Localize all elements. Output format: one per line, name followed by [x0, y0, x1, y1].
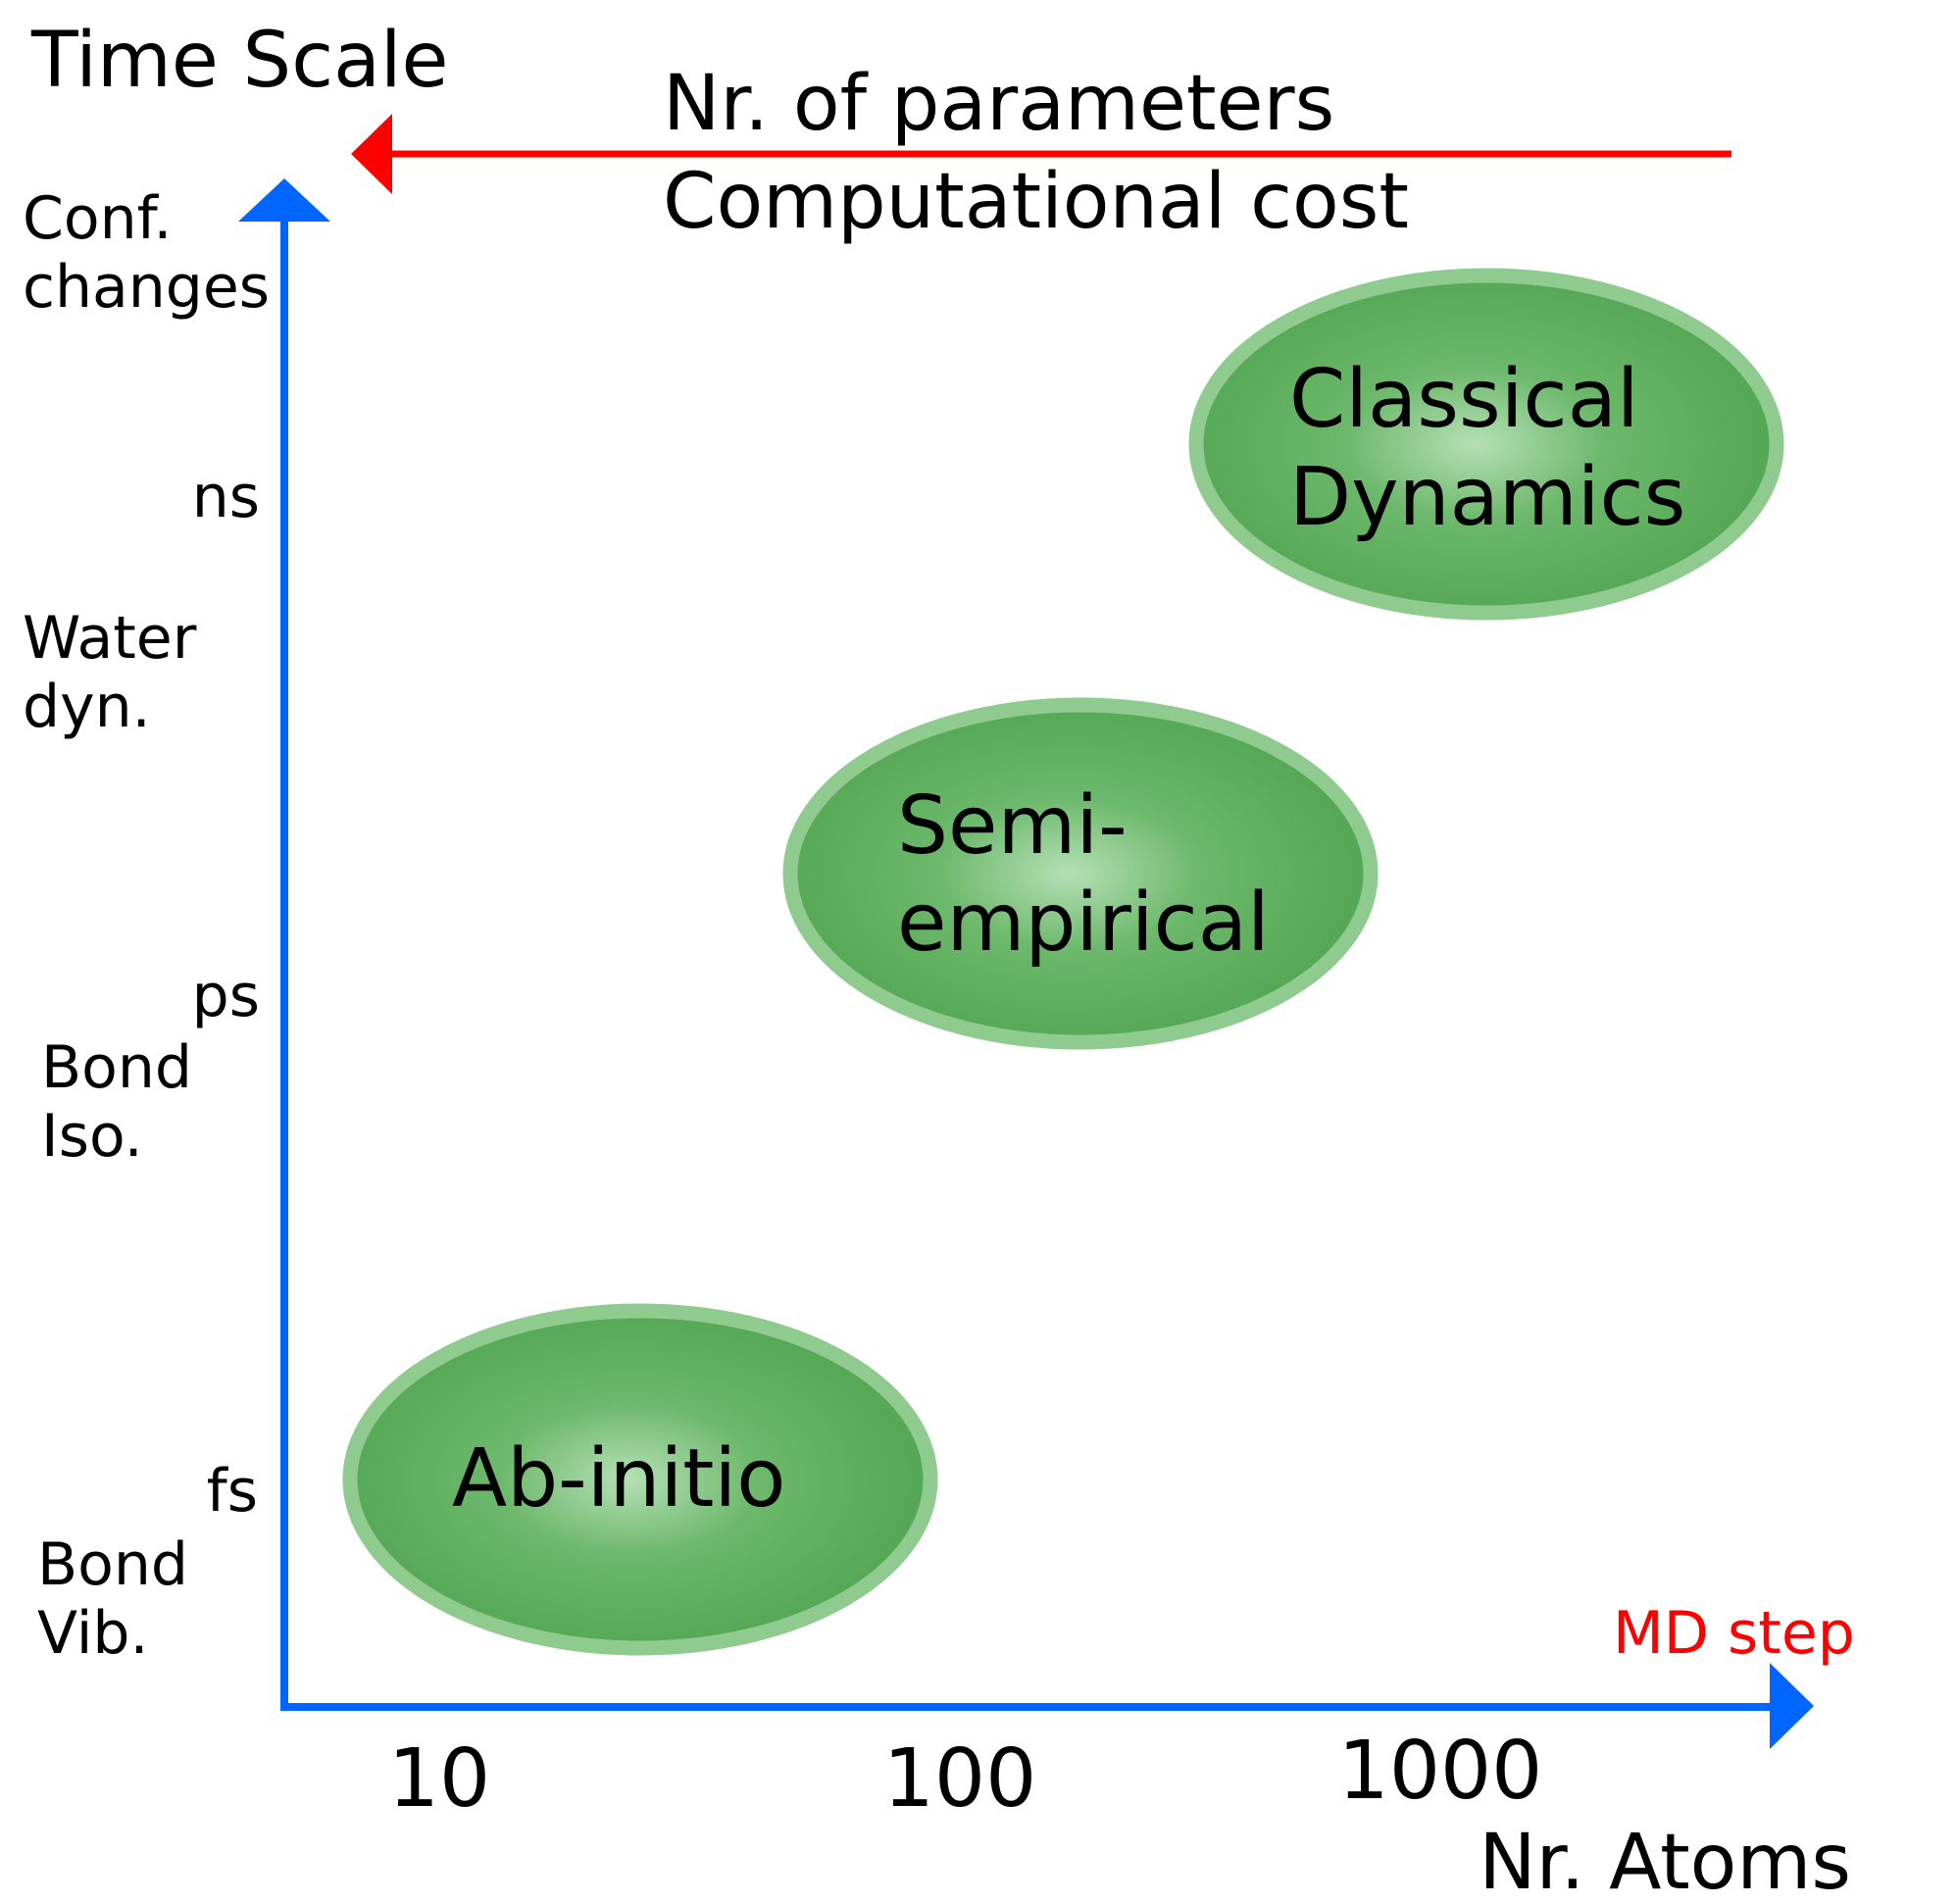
y-annotation: Bond: [37, 1530, 188, 1599]
x-tick-label: 1000: [1338, 1725, 1543, 1818]
y-annotation: changes: [23, 253, 270, 322]
cost-label: Nr. of parameters: [663, 60, 1334, 148]
x-note: MD step: [1613, 1599, 1855, 1668]
method-label: empirical: [897, 877, 1270, 970]
method-ellipse: [342, 1303, 938, 1656]
cost-label: Computational cost: [663, 158, 1409, 246]
y-annotation: Vib.: [37, 1599, 149, 1668]
x-axis-head: [1770, 1663, 1814, 1749]
y-tick-label: ns: [192, 463, 260, 531]
x-tick-label: 100: [883, 1732, 1037, 1826]
y-annotation: dyn.: [23, 673, 151, 741]
y-annotation: Water: [23, 604, 197, 673]
cost-arrow-head: [351, 114, 392, 194]
y-annotation: Iso.: [41, 1102, 143, 1171]
y-tick-label: ps: [192, 962, 260, 1030]
y-tick-label: fs: [207, 1457, 258, 1526]
x-tick-label: 10: [388, 1732, 490, 1826]
title: Time Scale: [30, 17, 449, 105]
y-axis-head: [238, 178, 330, 222]
y-annotation: Bond: [41, 1033, 192, 1102]
method-label: Dynamics: [1289, 451, 1685, 544]
x-axis-title: Nr. Atoms: [1479, 1819, 1851, 1904]
method-ellipse: [782, 697, 1379, 1050]
method-label: Classical: [1289, 353, 1639, 446]
y-annotation: Conf.: [23, 184, 172, 253]
method-ellipse: [1188, 268, 1784, 621]
method-label: Ab-initio: [452, 1432, 785, 1526]
method-label: Semi-: [897, 779, 1128, 873]
